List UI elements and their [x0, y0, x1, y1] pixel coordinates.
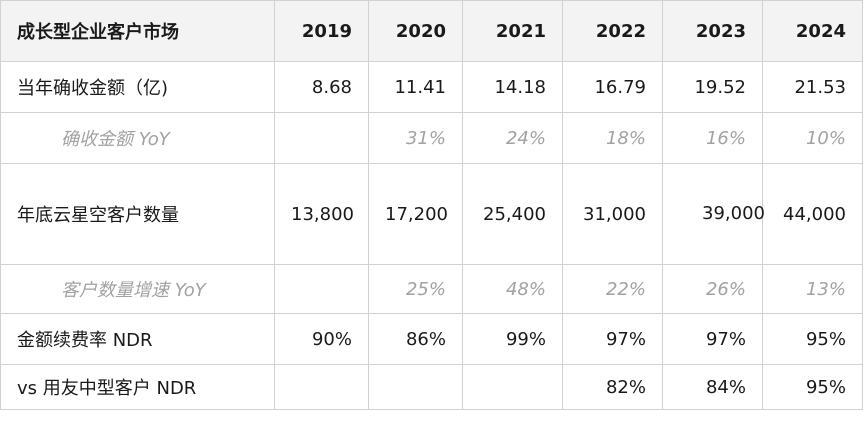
table-cell: 97% [662, 313, 763, 365]
table-row: 当年确收金额（亿) 8.68 11.41 14.18 16.79 19.52 2… [0, 61, 863, 113]
table-row: 年底云星空客户数量 13,800 17,200 25,400 31,000 39… [0, 163, 863, 265]
table-cell: 17,200 [368, 163, 463, 265]
data-table: 成长型企业客户市场 2019 2020 2021 2022 2023 2024 … [0, 0, 863, 410]
table-cell: 86% [368, 313, 463, 365]
row-label: 年底云星空客户数量 [0, 163, 275, 265]
table-cell: 84% [662, 364, 763, 410]
table-cell: 22% [562, 264, 663, 314]
table-cell: 95% [762, 313, 863, 365]
table-cell: 21.53 [762, 61, 863, 113]
header-cell: 2023 [662, 0, 763, 62]
row-label: 确收金额 YoY [0, 112, 275, 164]
table-cell [274, 364, 369, 410]
header-cell: 2020 [368, 0, 463, 62]
table-cell: 26% [662, 264, 763, 314]
table-cell [274, 112, 369, 164]
header-row: 成长型企业客户市场 2019 2020 2021 2022 2023 2024 [0, 0, 863, 62]
table-cell: 97% [562, 313, 663, 365]
table-row: 金额续费率 NDR 90% 86% 99% 97% 97% 95% [0, 313, 863, 365]
table-cell: 95% [762, 364, 863, 410]
table-cell: 82% [562, 364, 663, 410]
table-cell: 11.41 [368, 61, 463, 113]
header-cell: 2019 [274, 0, 369, 62]
table-cell: 8.68 [274, 61, 369, 113]
header-cell: 2022 [562, 0, 663, 62]
header-cell: 2024 [762, 0, 863, 62]
table-cell: 44,000 [762, 163, 863, 265]
table-cell: 90% [274, 313, 369, 365]
table-cell: 24% [462, 112, 563, 164]
row-label: vs 用友中型客户 NDR [0, 364, 275, 410]
table-cell: 48% [462, 264, 563, 314]
table-cell: 13% [762, 264, 863, 314]
table-cell: 16% [662, 112, 763, 164]
table-cell: 13,800 [274, 163, 369, 265]
table-cell: 39,000 [662, 163, 765, 265]
header-cell: 2021 [462, 0, 563, 62]
table-row: 确收金额 YoY 31% 24% 18% 16% 10% [0, 112, 863, 164]
table-cell: 31% [368, 112, 463, 164]
row-label: 当年确收金额（亿) [0, 61, 275, 113]
row-label: 客户数量增速 YoY [0, 264, 275, 314]
table-cell: 18% [562, 112, 663, 164]
table-cell: 10% [762, 112, 863, 164]
table-cell [462, 364, 563, 410]
table-cell [368, 364, 463, 410]
table-cell: 25,400 [462, 163, 563, 265]
table-row: vs 用友中型客户 NDR 82% 84% 95% [0, 364, 863, 410]
table-cell: 99% [462, 313, 563, 365]
table-cell [274, 264, 369, 314]
wrapped-value: 39,000 [702, 203, 765, 224]
table-cell: 16.79 [562, 61, 663, 113]
table-row: 客户数量增速 YoY 25% 48% 22% 26% 13% [0, 264, 863, 314]
table-cell: 31,000 [562, 163, 663, 265]
table-cell: 19.52 [662, 61, 763, 113]
table-cell: 14.18 [462, 61, 563, 113]
table-cell: 25% [368, 264, 463, 314]
row-label: 金额续费率 NDR [0, 313, 275, 365]
header-cell: 成长型企业客户市场 [0, 0, 275, 62]
